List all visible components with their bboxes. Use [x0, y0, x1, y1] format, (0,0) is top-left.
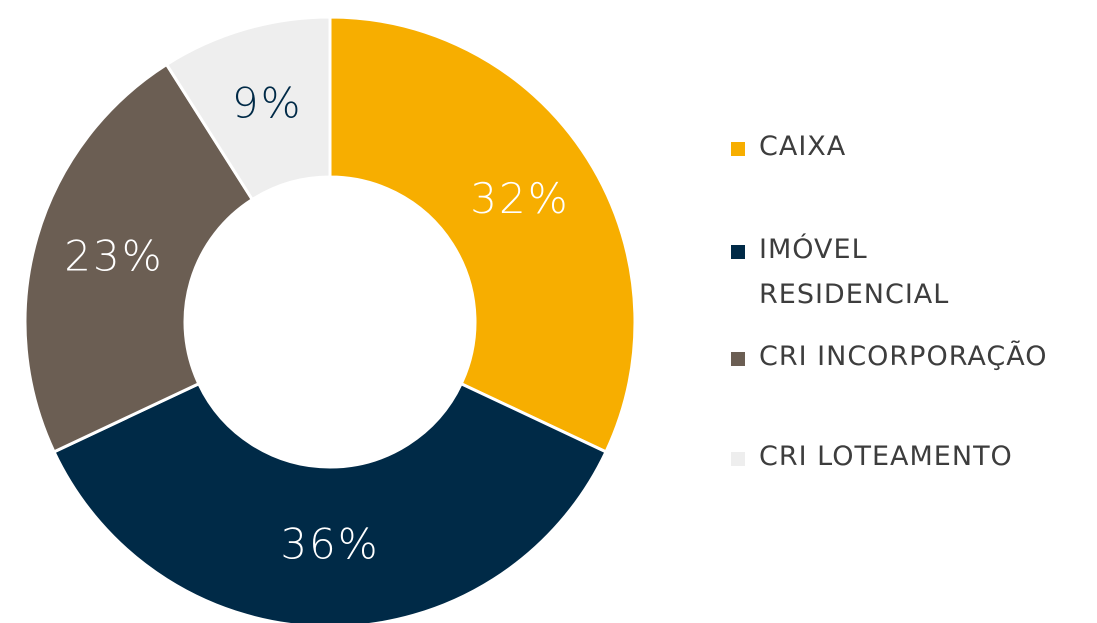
legend-swatch	[731, 142, 745, 156]
chart: 32% 36% 23% 9%	[23, 15, 637, 623]
value-label: 23%	[64, 232, 163, 281]
legend-label: CRI INCORPORAÇÃO	[759, 341, 1048, 372]
legend-item: CRI LOTEAMENTO	[731, 441, 1091, 479]
legend-swatch	[731, 452, 745, 466]
legend-label: IMÓVEL RESIDENCIAL	[759, 234, 950, 310]
value-label: 36%	[280, 520, 379, 569]
legend-label: CAIXA	[759, 131, 847, 162]
value-label: 32%	[470, 174, 569, 223]
legend-swatch	[731, 352, 745, 366]
legend-swatch	[731, 245, 745, 259]
donut-slice	[23, 62, 255, 454]
legend-label: CRI LOTEAMENTO	[759, 441, 1013, 472]
donut-slice	[52, 381, 608, 623]
legend-item: IMÓVEL RESIDENCIAL	[731, 234, 1091, 317]
value-label: 9%	[232, 78, 303, 127]
legend-item: CRI INCORPORAÇÃO	[731, 341, 1091, 379]
donut-slice	[164, 15, 332, 202]
legend-item: CAIXA	[731, 131, 1091, 169]
donut-slice	[328, 15, 637, 454]
